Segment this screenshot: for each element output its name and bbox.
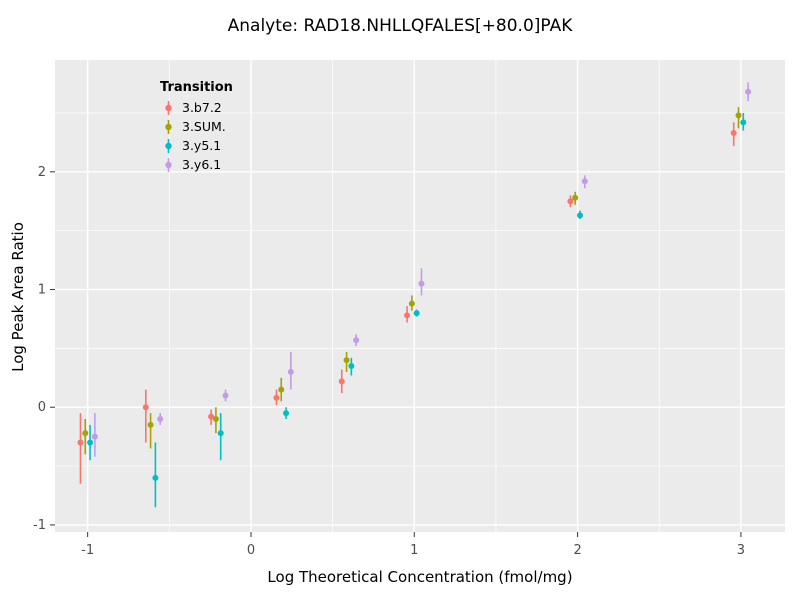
data-point bbox=[338, 378, 345, 385]
data-point bbox=[283, 410, 290, 417]
pointrange-marker-icon bbox=[165, 119, 172, 134]
data-point bbox=[287, 368, 294, 375]
data-point bbox=[567, 198, 574, 205]
legend-item-label: 3.b7.2 bbox=[182, 100, 222, 115]
pointrange-marker-icon bbox=[165, 100, 172, 115]
pointrange-marker-icon bbox=[165, 138, 172, 153]
data-point bbox=[348, 363, 355, 370]
data-point bbox=[273, 394, 280, 401]
data-point bbox=[408, 300, 415, 307]
data-point bbox=[222, 392, 229, 399]
legend-item-label: 3.SUM. bbox=[182, 119, 226, 134]
legend-item: 3.SUM. bbox=[160, 117, 233, 136]
legend-item-label: 3.y6.1 bbox=[182, 157, 222, 172]
data-point bbox=[152, 474, 159, 481]
data-point bbox=[740, 119, 747, 126]
y-tick-label: -1 bbox=[33, 518, 46, 533]
data-point bbox=[418, 280, 425, 287]
data-point bbox=[576, 212, 583, 219]
data-point bbox=[745, 88, 752, 95]
data-point bbox=[147, 421, 154, 428]
data-point bbox=[413, 310, 420, 317]
data-point bbox=[212, 416, 219, 423]
legend-title: Transition bbox=[160, 80, 233, 95]
x-tick-label: 2 bbox=[573, 543, 581, 558]
data-point bbox=[82, 430, 89, 437]
data-point bbox=[87, 439, 94, 446]
data-point bbox=[572, 194, 579, 201]
y-tick-label: 0 bbox=[38, 400, 46, 415]
x-tick-label: 0 bbox=[247, 543, 255, 558]
legend-item: 3.y6.1 bbox=[160, 155, 233, 174]
data-point bbox=[142, 404, 149, 411]
y-axis-label: Log Peak Area Ratio bbox=[9, 222, 27, 372]
legend-item-label: 3.y5.1 bbox=[182, 138, 222, 153]
legend-item: 3.y5.1 bbox=[160, 136, 233, 155]
data-point bbox=[353, 337, 360, 344]
x-axis-label: Log Theoretical Concentration (fmol/mg) bbox=[267, 568, 573, 586]
y-tick-label: 2 bbox=[38, 165, 46, 180]
data-point bbox=[91, 433, 98, 440]
y-tick-label: 1 bbox=[38, 283, 46, 298]
x-tick-label: 1 bbox=[410, 543, 418, 558]
data-point bbox=[581, 178, 588, 185]
legend: Transition 3.b7.2 3.SUM. 3.y5.1 3.y6.1 bbox=[160, 80, 233, 174]
chart-title: Analyte: RAD18.NHLLQFALES[+80.0]PAK bbox=[227, 16, 573, 36]
legend-item: 3.b7.2 bbox=[160, 98, 233, 117]
x-tick-label: -1 bbox=[81, 543, 94, 558]
plot-panel bbox=[55, 60, 785, 532]
data-point bbox=[730, 129, 737, 136]
data-point bbox=[208, 413, 215, 420]
data-point bbox=[278, 386, 285, 393]
data-point bbox=[217, 430, 224, 437]
data-point bbox=[735, 112, 742, 119]
pointrange-marker-icon bbox=[165, 157, 172, 172]
x-tick-label: 3 bbox=[737, 543, 745, 558]
data-point bbox=[157, 416, 164, 423]
data-point bbox=[404, 312, 411, 319]
data-point bbox=[343, 357, 350, 364]
legend-items: 3.b7.2 3.SUM. 3.y5.1 3.y6.1 bbox=[160, 98, 233, 174]
data-point bbox=[77, 439, 84, 446]
